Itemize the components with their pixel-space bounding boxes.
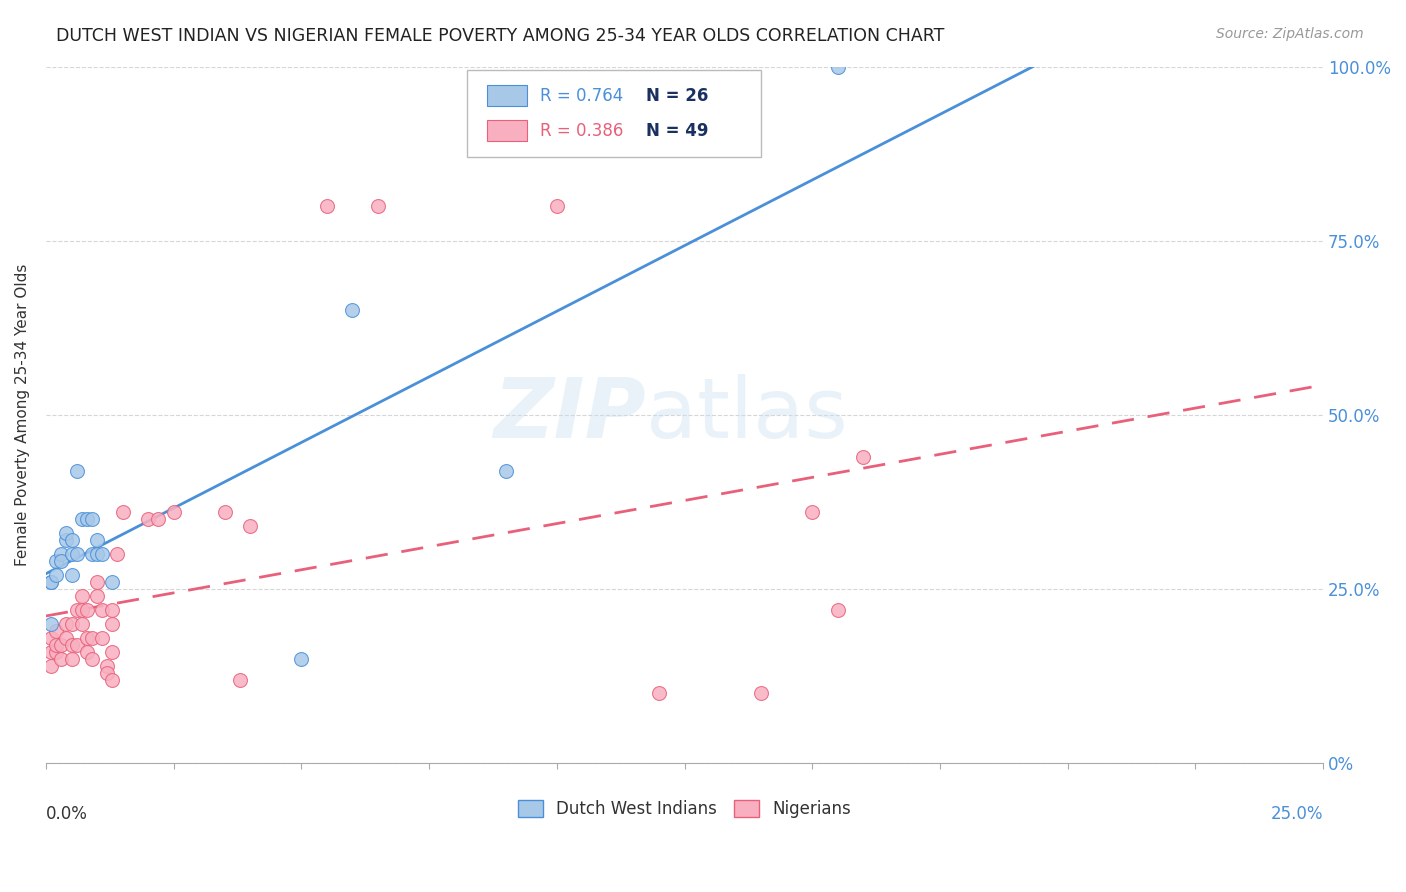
Point [51, 554, 73, 568]
Point [55, 526, 77, 541]
Point [148, 512, 170, 526]
Point [546, 199, 568, 213]
Text: N = 26: N = 26 [647, 87, 709, 105]
Point [239, 519, 262, 533]
Point [45, 568, 67, 582]
Point [80, 651, 103, 665]
Point [80, 512, 103, 526]
Y-axis label: Female Poverty Among 25-34 Year Olds: Female Poverty Among 25-34 Year Olds [15, 264, 30, 566]
Point [70, 616, 93, 631]
Point [51, 547, 73, 561]
Text: R = 0.386: R = 0.386 [540, 121, 624, 140]
Text: DUTCH WEST INDIAN VS NIGERIAN FEMALE POVERTY AMONG 25-34 YEAR OLDS CORRELATION C: DUTCH WEST INDIAN VS NIGERIAN FEMALE POV… [56, 27, 945, 45]
Text: ZIP: ZIP [494, 375, 647, 455]
Point [45, 624, 67, 638]
Point [39, 575, 62, 590]
Point [290, 651, 312, 665]
Bar [486, 86, 527, 106]
Point [852, 450, 875, 464]
Text: atlas: atlas [647, 375, 848, 455]
Point [96, 658, 118, 673]
Point [60, 533, 83, 548]
Point [86, 575, 108, 590]
Point [648, 686, 671, 700]
FancyBboxPatch shape [467, 70, 761, 157]
Point [60, 616, 83, 631]
Point [39, 645, 62, 659]
Text: Source: ZipAtlas.com: Source: ZipAtlas.com [1216, 27, 1364, 41]
Point [39, 575, 62, 590]
Point [80, 547, 103, 561]
Point [60, 568, 83, 582]
Point [45, 645, 67, 659]
Point [55, 533, 77, 548]
Point [101, 616, 124, 631]
Point [101, 645, 124, 659]
Point [229, 673, 252, 687]
Point [749, 686, 772, 700]
Point [51, 638, 73, 652]
Point [76, 512, 98, 526]
Point [86, 547, 108, 561]
Point [45, 554, 67, 568]
Point [107, 547, 129, 561]
Text: 0.0%: 0.0% [46, 805, 87, 823]
Point [827, 603, 849, 617]
Point [101, 603, 124, 617]
Point [65, 603, 87, 617]
Bar [486, 120, 527, 141]
Point [86, 589, 108, 603]
Point [801, 505, 824, 519]
Point [827, 60, 849, 74]
Point [86, 533, 108, 548]
Point [76, 603, 98, 617]
Point [136, 512, 159, 526]
Point [101, 673, 124, 687]
Point [45, 638, 67, 652]
Point [39, 616, 62, 631]
Point [76, 631, 98, 645]
Point [39, 631, 62, 645]
Point [316, 199, 339, 213]
Point [495, 464, 517, 478]
Legend: Dutch West Indians, Nigerians: Dutch West Indians, Nigerians [512, 793, 858, 824]
Point [101, 575, 124, 590]
Point [55, 631, 77, 645]
Point [70, 603, 93, 617]
Point [70, 512, 93, 526]
Point [60, 638, 83, 652]
Point [80, 631, 103, 645]
Point [96, 665, 118, 680]
Point [60, 547, 83, 561]
Text: N = 49: N = 49 [647, 121, 709, 140]
Point [70, 589, 93, 603]
Point [163, 505, 186, 519]
Point [39, 658, 62, 673]
Point [91, 631, 114, 645]
Point [60, 651, 83, 665]
Point [51, 651, 73, 665]
Text: R = 0.764: R = 0.764 [540, 87, 623, 105]
Text: 25.0%: 25.0% [1271, 805, 1323, 823]
Point [367, 199, 389, 213]
Point [65, 464, 87, 478]
Point [76, 645, 98, 659]
Point [65, 547, 87, 561]
Point [214, 505, 236, 519]
Point [91, 603, 114, 617]
Point [91, 547, 114, 561]
Point [55, 616, 77, 631]
Point [342, 303, 364, 318]
Point [111, 505, 134, 519]
Point [65, 638, 87, 652]
